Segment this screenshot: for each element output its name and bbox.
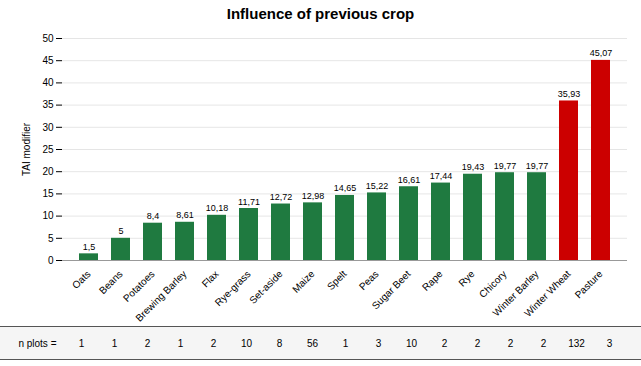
svg-text:Potatoes: Potatoes: [121, 268, 157, 304]
svg-text:50: 50: [42, 33, 54, 44]
svg-text:56: 56: [307, 338, 319, 349]
svg-text:Brewing Barley: Brewing Barley: [133, 268, 188, 323]
svg-text:5: 5: [48, 233, 54, 244]
svg-text:5: 5: [118, 226, 123, 236]
svg-text:TAI modifier: TAI modifier: [21, 122, 32, 176]
svg-text:12,98: 12,98: [302, 191, 325, 201]
svg-text:14,65: 14,65: [334, 183, 357, 193]
svg-text:Rye: Rye: [456, 268, 477, 289]
svg-text:Maize: Maize: [290, 268, 317, 295]
svg-text:8: 8: [277, 338, 283, 349]
svg-text:2: 2: [145, 338, 151, 349]
svg-text:2: 2: [508, 338, 514, 349]
svg-text:10: 10: [406, 338, 418, 349]
svg-text:8,61: 8,61: [176, 210, 194, 220]
svg-text:30: 30: [42, 122, 54, 133]
svg-text:Pasture: Pasture: [573, 268, 605, 300]
svg-text:Winter Barley: Winter Barley: [490, 268, 541, 319]
svg-text:Rye-grass: Rye-grass: [213, 268, 253, 308]
svg-text:2: 2: [475, 338, 481, 349]
svg-text:15,22: 15,22: [366, 181, 389, 191]
svg-text:10: 10: [241, 338, 253, 349]
svg-text:2: 2: [541, 338, 547, 349]
svg-text:16,61: 16,61: [398, 175, 421, 185]
svg-text:25: 25: [42, 144, 54, 155]
svg-text:Flax: Flax: [200, 268, 221, 289]
svg-text:45: 45: [42, 55, 54, 66]
svg-text:20: 20: [42, 166, 54, 177]
svg-text:Sugar Beet: Sugar Beet: [370, 268, 413, 311]
svg-text:Chicory: Chicory: [477, 268, 509, 300]
svg-text:n plots =: n plots =: [18, 338, 56, 349]
svg-text:132: 132: [568, 338, 585, 349]
svg-text:35,93: 35,93: [558, 89, 581, 99]
svg-text:1: 1: [112, 338, 118, 349]
svg-text:Winter Wheat: Winter Wheat: [522, 268, 573, 319]
svg-text:3: 3: [376, 338, 382, 349]
svg-text:2: 2: [442, 338, 448, 349]
svg-text:1: 1: [178, 338, 184, 349]
svg-text:Set-aside: Set-aside: [247, 268, 285, 306]
svg-text:10: 10: [42, 210, 54, 221]
svg-text:19,77: 19,77: [526, 161, 549, 171]
svg-text:35: 35: [42, 99, 54, 110]
svg-text:15: 15: [42, 188, 54, 199]
svg-text:1: 1: [79, 338, 85, 349]
svg-text:8,4: 8,4: [147, 211, 160, 221]
svg-text:19,43: 19,43: [462, 162, 485, 172]
svg-text:Rape: Rape: [420, 268, 445, 293]
svg-text:10,18: 10,18: [206, 203, 229, 213]
svg-text:3: 3: [607, 338, 613, 349]
svg-text:17,44: 17,44: [430, 171, 453, 181]
svg-text:2: 2: [211, 338, 217, 349]
html-text:Influence of previous crop: Influence of previous crop: [226, 5, 415, 22]
svg-text:0: 0: [48, 255, 54, 266]
svg-text:12,72: 12,72: [270, 192, 293, 202]
svg-text:11,71: 11,71: [238, 197, 260, 207]
svg-text:1: 1: [343, 338, 349, 349]
svg-text:Spelt: Spelt: [325, 268, 349, 292]
svg-text:Beans: Beans: [97, 268, 125, 296]
svg-text:1,5: 1,5: [83, 242, 96, 252]
svg-text:40: 40: [42, 77, 54, 88]
svg-text:Oats: Oats: [70, 268, 93, 291]
svg-text:Peas: Peas: [357, 268, 381, 292]
svg-text:19,77: 19,77: [494, 161, 517, 171]
svg-text:45,07: 45,07: [590, 48, 613, 58]
